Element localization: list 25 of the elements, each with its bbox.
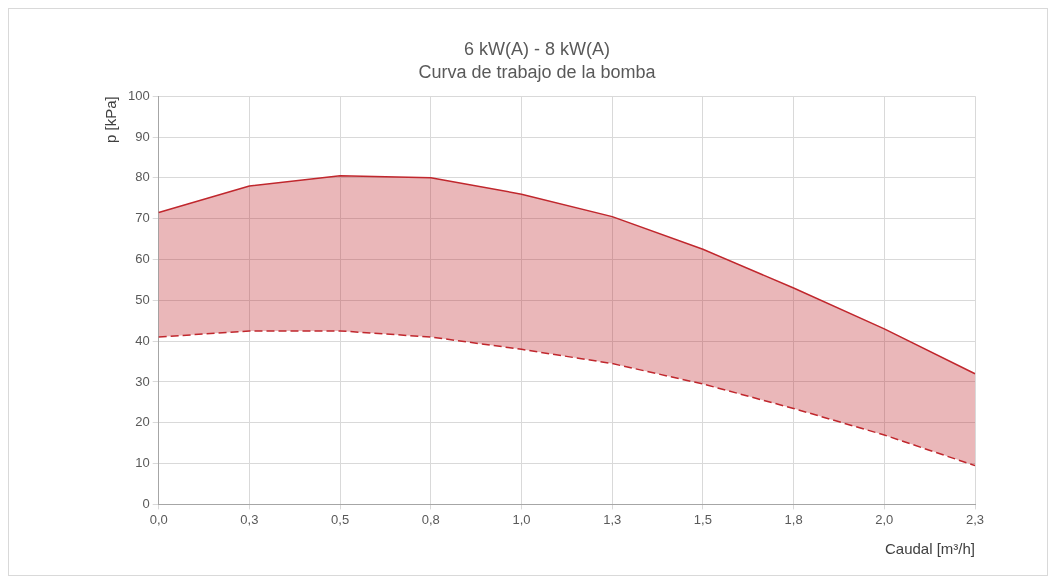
x-tick-label: 0,3 (240, 511, 259, 527)
x-tick-label: 0,0 (149, 511, 168, 527)
x-tick-label: 2,0 (875, 511, 894, 527)
x-tick-label: 0,5 (331, 511, 350, 527)
x-tick-label: 1,0 (512, 511, 531, 527)
y-tick-label: 0 (142, 495, 150, 511)
x-tick-label: 1,5 (693, 511, 712, 527)
chart-subtitle: Curva de trabajo de la bomba (418, 62, 657, 83)
y-tick-label: 60 (135, 251, 150, 267)
y-tick-label: 40 (135, 332, 150, 348)
x-tick-label: 2,3 (965, 511, 985, 527)
x-tick-label: 0,8 (421, 511, 440, 527)
x-axis-title: Caudal [m³/h] (884, 540, 975, 558)
y-tick-label: 80 (135, 169, 150, 185)
x-tick-label: 1,8 (784, 511, 803, 527)
y-axis-title: p [kPa] (102, 96, 120, 143)
y-tick-label: 30 (135, 373, 150, 389)
y-tick-label: 70 (135, 210, 150, 226)
y-tick-label: 50 (135, 291, 150, 307)
x-tick-label: 1,3 (603, 511, 622, 527)
chart-title: 6 kW(A) - 8 kW(A) (464, 38, 610, 59)
y-tick-label: 100 (127, 87, 150, 103)
y-tick-label: 90 (135, 128, 150, 144)
y-tick-label: 10 (135, 455, 150, 471)
y-tick-label: 20 (135, 414, 150, 430)
